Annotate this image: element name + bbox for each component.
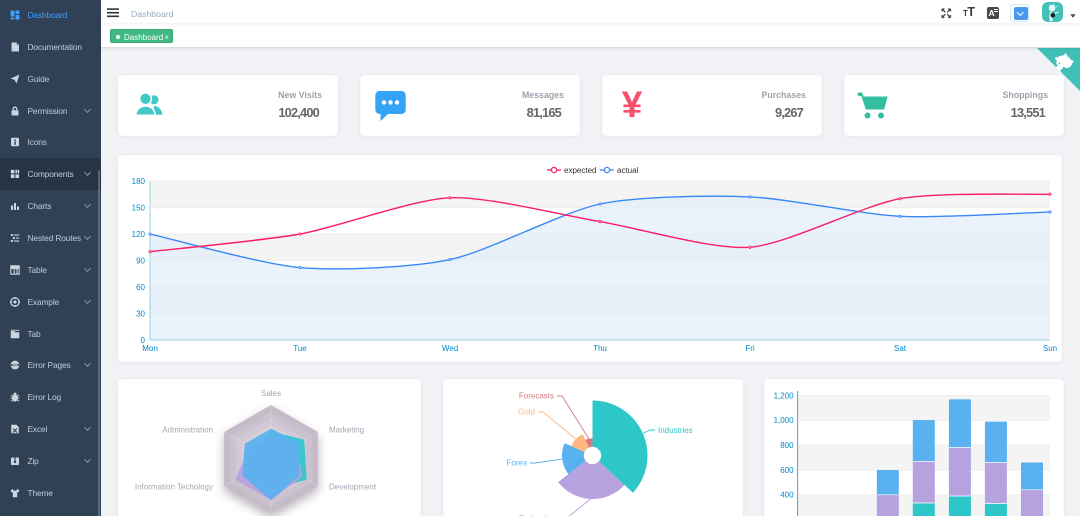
svg-text:Development: Development bbox=[329, 483, 377, 492]
svg-text:800: 800 bbox=[780, 441, 794, 450]
svg-text:Sat: Sat bbox=[894, 344, 907, 353]
svg-text:expected: expected bbox=[564, 166, 596, 175]
svg-text:90: 90 bbox=[136, 256, 145, 265]
svg-text:400: 400 bbox=[780, 491, 794, 500]
svg-text:1,000: 1,000 bbox=[774, 416, 795, 425]
svg-text:Sales: Sales bbox=[261, 389, 281, 398]
svg-text:Mon: Mon bbox=[142, 344, 158, 353]
svg-text:1,200: 1,200 bbox=[774, 391, 795, 400]
svg-text:Fri: Fri bbox=[745, 344, 755, 353]
svg-text:Forex: Forex bbox=[507, 459, 527, 468]
svg-text:180: 180 bbox=[132, 177, 146, 186]
svg-text:actual: actual bbox=[617, 166, 639, 175]
svg-text:Gold: Gold bbox=[518, 408, 535, 417]
svg-text:Tue: Tue bbox=[293, 344, 307, 353]
svg-text:150: 150 bbox=[132, 203, 146, 212]
svg-text:Information Techology: Information Techology bbox=[135, 483, 213, 492]
svg-text:Forecasts: Forecasts bbox=[519, 392, 554, 401]
svg-text:120: 120 bbox=[132, 230, 146, 239]
svg-text:30: 30 bbox=[136, 309, 145, 318]
svg-text:60: 60 bbox=[136, 283, 145, 292]
svg-text:Sun: Sun bbox=[1043, 344, 1057, 353]
svg-text:0: 0 bbox=[141, 336, 146, 345]
svg-text:Industries: Industries bbox=[658, 426, 693, 435]
svg-text:Thu: Thu bbox=[593, 344, 607, 353]
svg-text:Wed: Wed bbox=[442, 344, 458, 353]
svg-text:Marketing: Marketing bbox=[329, 426, 364, 435]
svg-text:600: 600 bbox=[780, 466, 794, 475]
svg-text:Administration: Administration bbox=[162, 426, 213, 435]
